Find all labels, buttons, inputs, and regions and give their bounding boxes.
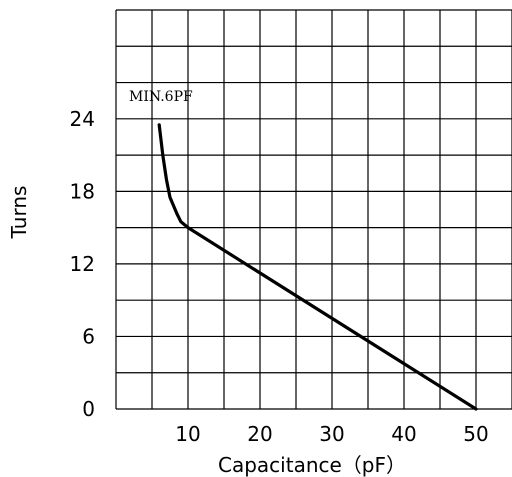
min-capacitance-annotation: MIN.6PF <box>129 89 193 105</box>
x-tick-label: 40 <box>391 422 416 446</box>
x-tick-label: 50 <box>463 422 488 446</box>
x-axis-label: Capacitance（pF） <box>218 453 406 477</box>
y-axis-label: Turns <box>7 186 31 240</box>
tick-labels: 10 20 30 40 50 0 6 12 18 24 <box>70 107 489 446</box>
x-tick-label: 20 <box>247 422 272 446</box>
series-group <box>157 123 478 411</box>
turns-capacitance-series-line <box>157 123 478 411</box>
grid-lines <box>115 9 512 410</box>
y-tick-label: 18 <box>70 179 95 203</box>
y-tick-label: 12 <box>70 252 95 276</box>
x-tick-label: 10 <box>175 422 200 446</box>
y-tick-label: 0 <box>82 397 95 421</box>
y-tick-label: 6 <box>82 324 95 348</box>
x-tick-label: 30 <box>319 422 344 446</box>
y-tick-label: 24 <box>70 107 95 131</box>
